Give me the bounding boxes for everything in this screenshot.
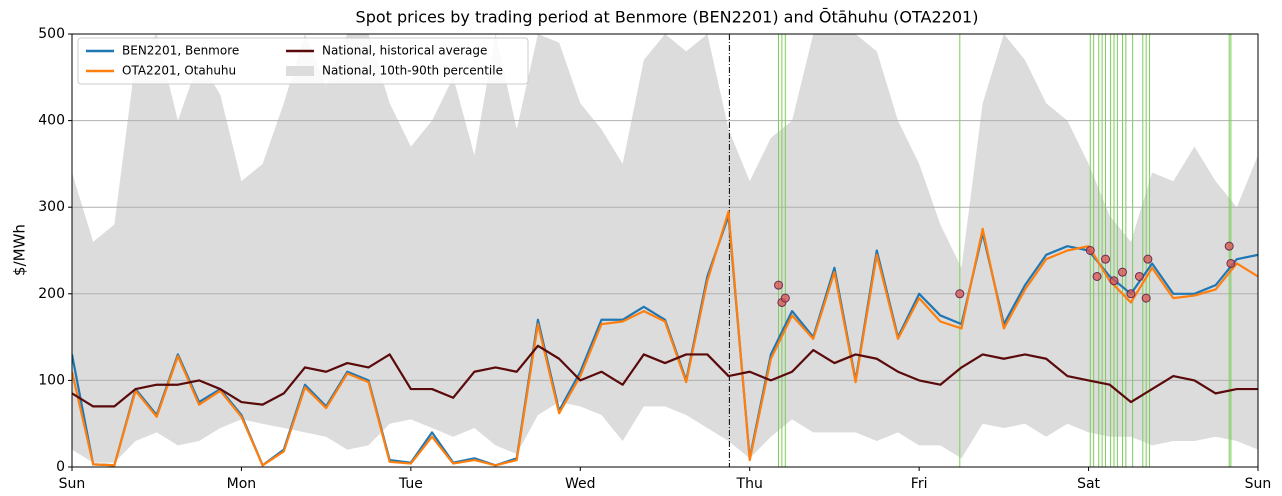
y-tick-label: 200 [38,286,65,302]
marker [1085,246,1095,255]
legend-label: National, historical average [322,44,487,58]
legend-swatch [286,66,314,76]
series-line [72,210,1258,467]
y-tick-label: 500 [38,26,65,42]
chart-title: Spot prices by trading period at Benmore… [356,8,979,27]
x-tick-label: Wed [565,476,596,492]
x-tick-label: Mon [227,476,257,492]
series-line [72,344,1258,408]
y-axis-label: $/MWh [11,224,29,276]
x-tick-label: Sun [1245,476,1272,492]
marker [1101,254,1111,264]
marker [780,293,790,303]
marker [1134,271,1144,281]
marker [1226,258,1236,268]
x-tick-label: Tue [398,476,423,492]
marker [1126,289,1136,299]
percentile-band [72,34,1258,463]
marker [1141,293,1151,303]
legend-box [77,37,529,85]
y-tick-label: 400 [38,113,65,129]
legend-label: BEN2201, Benmore [122,44,239,58]
x-tick-label: Fri [911,476,928,492]
marker [774,280,784,290]
x-tick-label: Sat [1077,476,1100,492]
plot-frame [71,33,1259,468]
marker [1143,254,1153,264]
legend-label: OTA2201, Otahuhu [122,64,236,78]
marker [1109,276,1119,286]
marker [1092,271,1102,281]
marker [955,289,965,299]
x-tick-label: Sun [59,476,86,492]
marker [1117,267,1127,277]
y-tick-label: 100 [38,372,65,388]
marker [1224,241,1234,251]
legend-label: National, 10th-90th percentile [322,64,503,78]
x-tick-label: Thu [736,476,763,492]
y-tick-label: 0 [56,459,65,475]
y-tick-label: 300 [38,199,65,215]
